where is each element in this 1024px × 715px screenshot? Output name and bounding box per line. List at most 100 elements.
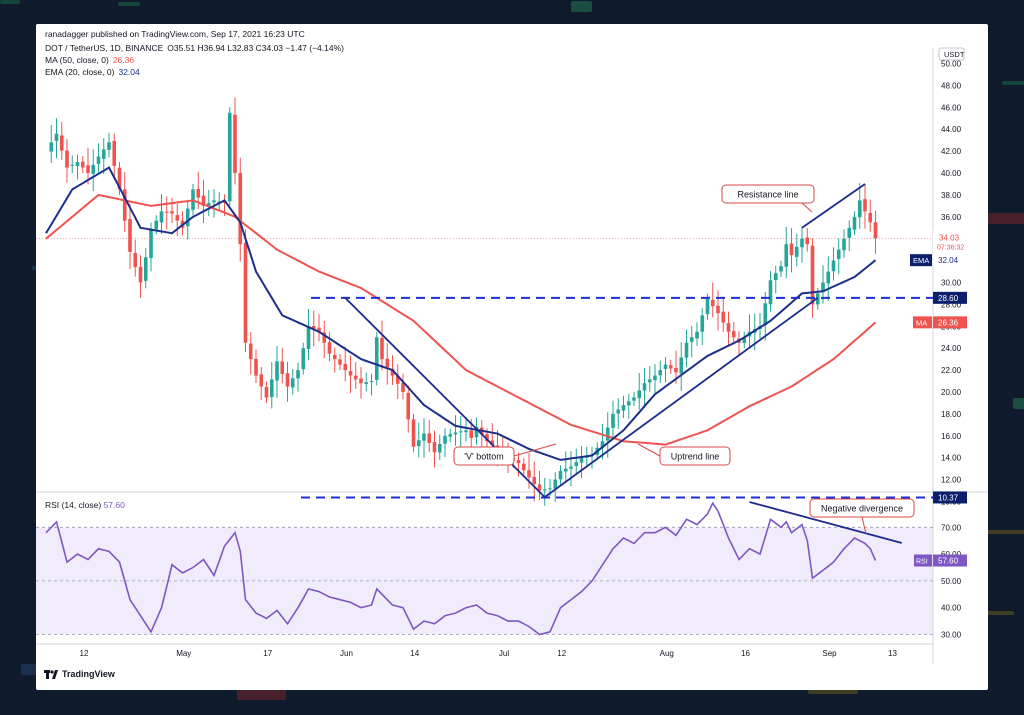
candle-body — [443, 435, 447, 444]
candle-body — [369, 381, 374, 383]
candle-body — [206, 203, 211, 207]
time-tick-label: 17 — [263, 649, 272, 658]
candle-body — [773, 273, 778, 280]
candle-body — [611, 413, 615, 428]
candle-body — [674, 367, 678, 373]
price-tick-label: 50.00 — [941, 60, 962, 69]
candle-body — [726, 323, 731, 332]
candle-body — [196, 189, 201, 198]
price-tick-label: 36.00 — [941, 213, 962, 222]
price-chart[interactable]: 50.00 48.00 46.00 44.00 42.00 40.00 38.00 36.00… — [36, 24, 988, 690]
candle-body — [574, 462, 579, 467]
candle-body — [217, 201, 222, 203]
uptrend-callout-label: Uptrend line — [671, 452, 720, 462]
resistance-callout-box — [721, 184, 815, 204]
price-tick-label: 48.00 — [941, 81, 962, 90]
candle-body — [91, 164, 96, 174]
candle-body — [784, 244, 789, 267]
price-tick-label: 16.00 — [941, 432, 962, 441]
candle-body — [768, 280, 773, 305]
candle-body — [474, 427, 479, 438]
v-bottom-callout-label: 'V' bottom — [464, 452, 503, 462]
price-tick-label: 28.00 — [941, 300, 962, 309]
candle-body — [731, 331, 736, 338]
candle-body — [537, 484, 542, 491]
candle-body — [569, 466, 573, 469]
candle-body — [794, 246, 799, 257]
rsi-band — [36, 527, 933, 635]
time-tick-label: 12 — [557, 649, 566, 658]
candle-body — [779, 266, 783, 272]
candle-body — [868, 212, 873, 223]
candle-body — [542, 489, 547, 491]
candle-body — [873, 222, 878, 239]
candle-body — [558, 470, 563, 480]
candle-body — [49, 142, 54, 152]
candle-body — [705, 298, 710, 315]
ema-legend[interactable]: EMA (20, close, 0) 32.04 — [45, 67, 140, 77]
candle-body — [175, 215, 180, 221]
ma-value-box — [933, 316, 967, 329]
candle-body — [616, 409, 621, 414]
candle-body — [485, 433, 489, 442]
time-tick-label: 14 — [410, 649, 419, 658]
time-tick-label: 16 — [741, 649, 750, 658]
candle-body — [133, 252, 138, 268]
ema-tag — [910, 254, 932, 267]
rsi-tick-label: 40.00 — [941, 604, 962, 613]
candle-body — [338, 359, 342, 365]
bg-glow — [1002, 81, 1024, 85]
candle-body — [668, 365, 673, 369]
candle-body — [65, 150, 69, 168]
candle-body — [548, 488, 552, 490]
price-pane — [36, 24, 933, 489]
ohlc-values: O35.51 H36.94 L32.83 C34.03 −1.47 (−4.14… — [167, 43, 344, 53]
candle-body — [138, 266, 143, 283]
candle-body — [201, 195, 206, 206]
candle-body — [149, 229, 153, 259]
tradingview-brand: TradingView — [44, 669, 115, 679]
candle-body — [710, 299, 715, 307]
candle-body — [170, 211, 174, 214]
candle-body — [332, 354, 337, 360]
price-tick-label: 30.00 — [941, 279, 962, 288]
price-tick-label: 22.00 — [941, 366, 962, 375]
resistance-pointer — [801, 202, 813, 213]
candle-body — [458, 431, 463, 433]
candle-body — [626, 401, 631, 406]
candle-body — [80, 161, 85, 168]
candle-body — [663, 364, 668, 369]
ma50-line — [45, 193, 877, 446]
candle-body — [826, 271, 831, 284]
level-tag — [933, 491, 967, 504]
candle-body — [422, 433, 426, 441]
candle-body — [285, 373, 290, 387]
publish-line: ranadagger published on TradingView.com,… — [45, 29, 305, 39]
candle-body — [658, 370, 663, 376]
ma-legend[interactable]: MA (50, close, 0) 26.36 — [45, 55, 135, 65]
ema-tag-label: EMA — [913, 256, 929, 265]
candle-body — [632, 397, 636, 401]
time-tick-label: May — [176, 649, 191, 658]
candle-body — [390, 368, 395, 376]
divergence-callout-label: Negative divergence — [821, 504, 903, 514]
candle-body — [563, 468, 568, 472]
candle-body — [395, 375, 400, 384]
ma-value-label: 26.36 — [938, 318, 959, 327]
candle-body — [248, 343, 253, 360]
level-tag — [933, 291, 967, 304]
price-tick-label: 38.00 — [941, 191, 962, 200]
candle-body — [348, 371, 353, 376]
candle-body — [553, 479, 558, 489]
candle-body — [259, 374, 264, 387]
candle-body — [490, 440, 495, 446]
ma-tag-label: MA — [916, 318, 927, 327]
candle-body — [70, 164, 75, 166]
rsi-tag-label: RSI — [916, 559, 928, 566]
bg-glow — [808, 690, 858, 694]
countdown-label: 07:36:32 — [937, 244, 964, 251]
currency-box — [938, 47, 965, 61]
chart-card: 50.00 48.00 46.00 44.00 42.00 40.00 38.00 36.00… — [36, 24, 988, 690]
candle-body — [280, 361, 285, 374]
candle-body — [122, 189, 127, 221]
